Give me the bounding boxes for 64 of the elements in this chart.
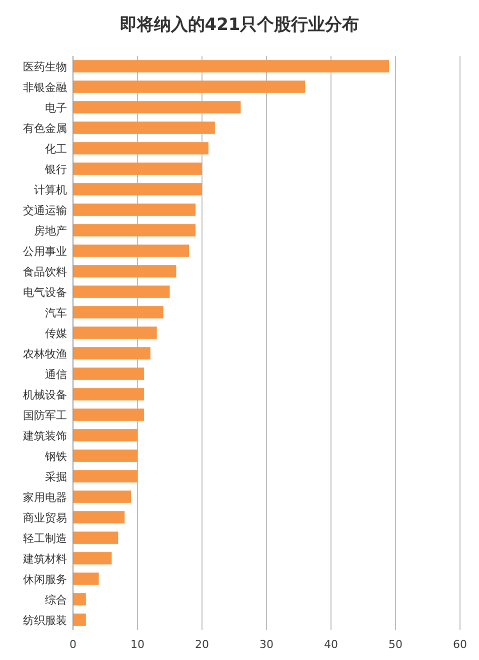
y-tick-label: 国防军工 xyxy=(23,408,67,422)
x-tick-label: 10 xyxy=(130,638,144,651)
bar xyxy=(73,244,190,257)
bar xyxy=(73,142,208,154)
bar xyxy=(73,450,138,462)
bar xyxy=(73,347,150,360)
bar xyxy=(73,429,138,442)
y-tick-label: 建筑材料 xyxy=(22,552,67,566)
bar xyxy=(73,162,202,175)
bar xyxy=(73,511,125,524)
y-tick-label: 非银金融 xyxy=(23,80,67,94)
y-tick-label: 综合 xyxy=(45,593,67,606)
y-tick-label: 机械设备 xyxy=(23,388,67,402)
y-tick-label: 电子 xyxy=(45,101,67,114)
y-tick-label: 房地产 xyxy=(34,224,67,238)
bar xyxy=(73,614,86,626)
y-tick-label: 电气设备 xyxy=(23,286,67,299)
y-tick-label: 交通运输 xyxy=(23,204,67,217)
bar xyxy=(73,490,132,503)
bar xyxy=(73,265,176,278)
bar xyxy=(73,593,86,606)
y-tick-label: 通信 xyxy=(45,368,67,381)
y-tick-label: 医药生物 xyxy=(23,60,67,74)
x-tick-label: 0 xyxy=(70,638,76,651)
bar xyxy=(73,286,170,298)
y-tick-label: 纺织服装 xyxy=(23,614,67,627)
bar xyxy=(73,470,138,482)
y-tick-label: 化工 xyxy=(45,142,67,156)
y-tick-label: 银行 xyxy=(44,162,67,176)
x-tick-label: 60 xyxy=(453,638,467,651)
x-tick-label: 40 xyxy=(324,638,338,651)
y-tick-label: 计算机 xyxy=(34,183,67,196)
y-tick-label: 商业贸易 xyxy=(23,511,67,524)
y-tick-label: 农林牧渔 xyxy=(23,347,67,360)
bar xyxy=(73,326,157,339)
y-tick-label: 休闲服务 xyxy=(23,572,67,586)
bar xyxy=(73,532,118,544)
y-tick-label: 公用事业 xyxy=(23,244,67,258)
chart-title: 即将纳入的421只个股行业分布 xyxy=(120,15,360,35)
bar xyxy=(73,101,241,114)
bar xyxy=(73,306,164,318)
bar xyxy=(73,368,144,380)
bar xyxy=(73,60,390,72)
x-tick-label: 50 xyxy=(388,638,402,651)
y-tick-label: 有色金属 xyxy=(23,122,67,135)
bar xyxy=(73,552,112,564)
bar xyxy=(73,408,144,421)
bar xyxy=(73,80,306,93)
bar xyxy=(73,224,196,236)
y-tick-label: 钢铁 xyxy=(44,450,67,463)
bar xyxy=(73,572,99,585)
y-tick-label: 家用电器 xyxy=(23,490,67,504)
y-tick-label: 传媒 xyxy=(45,326,67,340)
bar xyxy=(73,388,144,400)
y-tick-label: 汽车 xyxy=(45,306,67,320)
x-tick-label: 30 xyxy=(260,638,274,651)
y-tick-label: 采掘 xyxy=(45,470,67,484)
bar xyxy=(73,122,215,134)
x-tick-label: 20 xyxy=(195,638,209,651)
y-tick-label: 食品饮料 xyxy=(23,265,67,278)
bar xyxy=(73,183,202,196)
y-tick-label: 建筑装饰 xyxy=(22,429,67,442)
y-tick-label: 轻工制造 xyxy=(23,532,67,545)
bar xyxy=(73,204,196,216)
